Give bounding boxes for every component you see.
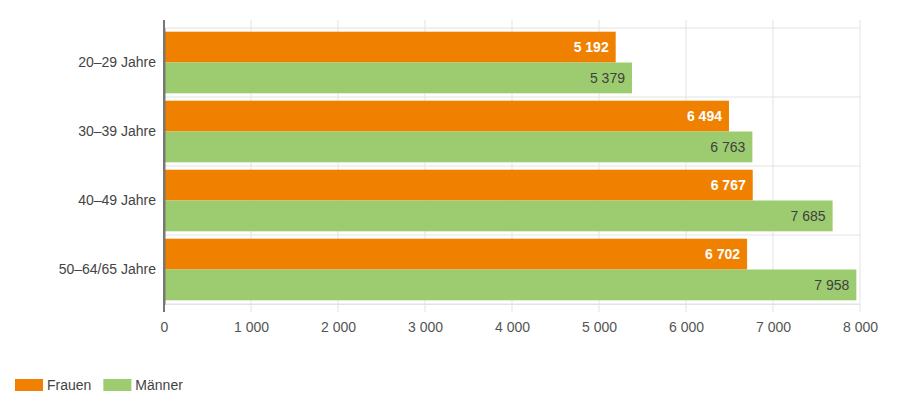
band-separator bbox=[164, 166, 860, 167]
y-tick-label: 40–49 Jahre bbox=[78, 192, 156, 208]
y-tick: 20–29 Jahre bbox=[78, 54, 164, 70]
y-tick-label: 50–64/65 Jahre bbox=[59, 261, 157, 277]
x-tick-label: 2 000 bbox=[321, 319, 356, 335]
y-tick: 30–39 Jahre bbox=[78, 123, 164, 139]
bar bbox=[164, 201, 833, 232]
data-label: 5 192 bbox=[574, 39, 609, 55]
bar bbox=[164, 239, 747, 270]
x-tick-label: 4 000 bbox=[495, 319, 530, 335]
chart: 5 192 6 494 6 767 6 702 5 379 6 763 7 685 7 958… bbox=[0, 0, 900, 414]
bars bbox=[164, 32, 856, 301]
legend-item: Frauen bbox=[15, 377, 91, 393]
data-label: 5 379 bbox=[590, 70, 625, 86]
legend-label: Frauen bbox=[47, 377, 91, 393]
x-tick-label: 0 bbox=[161, 319, 169, 335]
data-label: 6 702 bbox=[705, 246, 740, 262]
x-tick-label: 6 000 bbox=[669, 319, 704, 335]
bar bbox=[164, 170, 753, 201]
x-tick-label: 5 000 bbox=[582, 319, 617, 335]
x-axis-line bbox=[165, 304, 861, 305]
data-label: 6 767 bbox=[711, 177, 746, 193]
x-tick: 6 000 bbox=[669, 304, 704, 335]
grid-line bbox=[164, 20, 165, 312]
x-tick-label: 3 000 bbox=[408, 319, 443, 335]
x-tick-label: 7 000 bbox=[756, 319, 791, 335]
bar bbox=[164, 270, 856, 301]
band-separator bbox=[164, 304, 860, 305]
y-axis-line-extension bbox=[163, 20, 165, 312]
y-tick-label: 20–29 Jahre bbox=[78, 54, 156, 70]
x-tick: 1 000 bbox=[234, 304, 269, 335]
bar bbox=[164, 101, 729, 132]
band-separator bbox=[164, 28, 860, 29]
x-tick-label: 1 000 bbox=[234, 319, 269, 335]
band-separator bbox=[164, 97, 860, 98]
data-label: 7 958 bbox=[814, 277, 849, 293]
bar bbox=[164, 63, 632, 94]
data-label: 6 494 bbox=[687, 108, 722, 124]
x-tick: 7 000 bbox=[756, 304, 791, 335]
data-label: 7 685 bbox=[791, 208, 826, 224]
legend-swatch bbox=[103, 379, 131, 391]
legend: Frauen Männer bbox=[15, 377, 183, 393]
data-labels: 5 192 6 494 6 767 6 702 5 379 6 763 7 685 7 958 bbox=[574, 39, 850, 293]
x-tick: 5 000 bbox=[582, 304, 617, 335]
x-tick-label: 8 000 bbox=[843, 319, 878, 335]
y-tick: 40–49 Jahre bbox=[78, 192, 164, 208]
y-tick: 50–64/65 Jahre bbox=[59, 261, 164, 277]
x-tick: 2 000 bbox=[321, 304, 356, 335]
bar bbox=[164, 32, 616, 63]
y-axis: 20–29 Jahre 30–39 Jahre 40–49 Jahre 50–64/6… bbox=[59, 29, 165, 305]
x-tick: 8 000 bbox=[843, 304, 878, 335]
legend-item: Männer bbox=[103, 377, 183, 393]
grid bbox=[164, 20, 860, 312]
plot: 5 192 6 494 6 767 6 702 5 379 6 763 7 685 7 958… bbox=[59, 20, 879, 335]
legend-swatch bbox=[15, 379, 43, 391]
legend-label: Männer bbox=[135, 377, 183, 393]
x-tick: 3 000 bbox=[408, 304, 443, 335]
x-tick: 4 000 bbox=[495, 304, 530, 335]
y-tick-label: 30–39 Jahre bbox=[78, 123, 156, 139]
bar bbox=[164, 132, 752, 163]
data-label: 6 763 bbox=[710, 139, 745, 155]
band-separator bbox=[164, 235, 860, 236]
x-axis: 0 1 000 2 000 3 000 4 000 5 000 6 000 7 000 8 00… bbox=[161, 304, 879, 335]
